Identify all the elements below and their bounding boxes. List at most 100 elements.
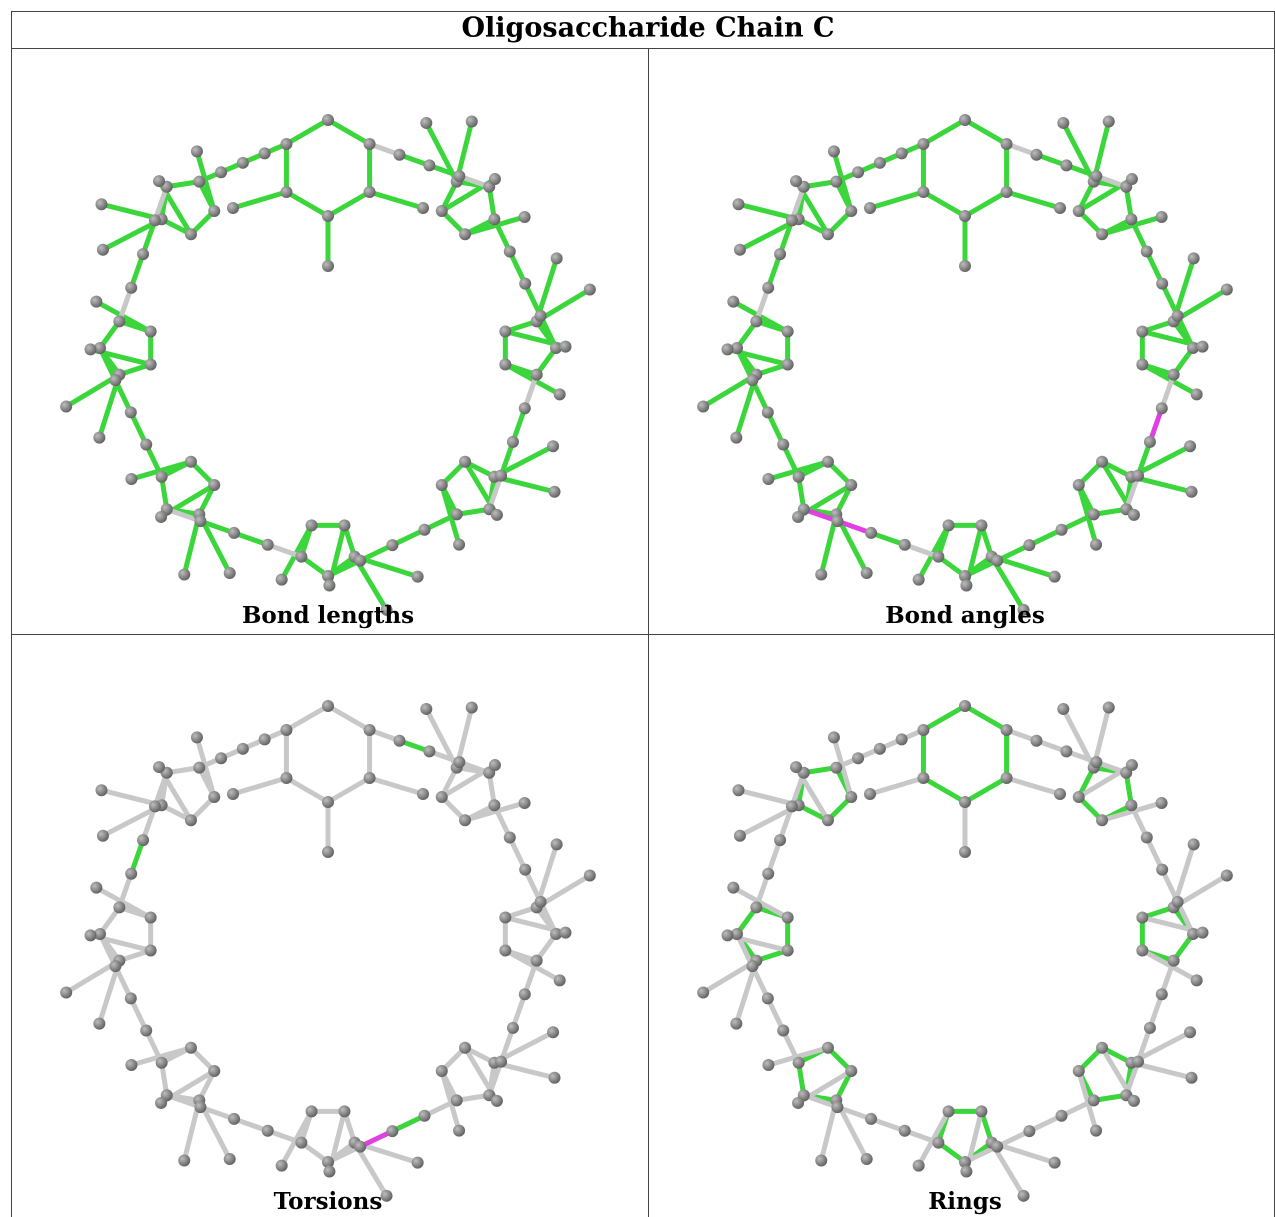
atom [499,325,512,338]
atom [323,579,336,592]
atom [697,986,710,999]
atom [1196,926,1209,939]
atom [93,1017,106,1030]
atom [827,731,840,744]
atom [137,834,150,847]
atom [393,734,406,747]
atom [873,156,886,169]
atom [193,761,206,774]
atom [499,358,512,371]
atom [354,554,367,567]
atom [1220,283,1233,296]
atom [547,440,560,453]
atom [721,929,734,942]
atom [792,470,805,483]
atom [1187,928,1199,940]
atom [258,733,271,746]
atom [411,1156,424,1169]
bond [283,189,331,219]
atom [697,400,710,413]
atom [518,402,531,415]
bond [367,775,426,797]
title: Oligosaccharide Chain C [462,13,835,44]
atom [435,1065,448,1078]
atom [1127,1094,1140,1107]
atom [1184,1026,1197,1039]
atom [148,214,161,227]
atom [499,944,512,957]
atom [550,252,563,265]
atom [1017,1189,1030,1202]
atom [1220,869,1233,882]
atom [178,568,191,581]
atom [746,374,759,387]
atom [991,554,1004,567]
atom [785,214,798,227]
atom [912,573,925,586]
atom [190,731,203,744]
atom [762,867,775,880]
atom [518,210,531,223]
atom [450,1094,463,1107]
atom [208,204,221,217]
atom [423,745,436,758]
atom [959,846,971,858]
atom [453,538,466,551]
atom [140,1024,153,1037]
atom [490,1094,503,1107]
atom [363,186,376,198]
atom [959,1156,971,1168]
atom [215,166,228,179]
atom [1125,213,1138,226]
atom [305,519,318,532]
atom [144,325,157,338]
atom [860,567,873,580]
atom [721,343,734,356]
atom [184,455,197,468]
atom [280,186,293,198]
atom [155,510,168,523]
atom [194,515,207,528]
atom [1055,523,1068,536]
atom [731,342,743,354]
atom [1190,388,1203,401]
atom [852,752,865,765]
atom [380,603,393,616]
atom [194,1101,207,1114]
atom [727,295,740,308]
atom [495,469,508,482]
atom [1048,570,1061,583]
atom [1030,148,1043,161]
atom [322,210,334,222]
atom [932,550,945,563]
atom [781,944,794,957]
atom [865,1112,878,1125]
atom [1136,944,1149,957]
bond [1004,189,1063,211]
atom [519,863,532,876]
atom [827,145,840,158]
atom [781,325,794,338]
atom [792,1056,805,1069]
atom [305,1105,318,1118]
atom [1143,1021,1156,1034]
atom [1055,1109,1068,1122]
atom [1090,756,1103,769]
atom [762,1059,775,1072]
atom [547,1026,560,1039]
atom [228,526,241,539]
atom [1140,831,1153,844]
atom [1096,228,1109,241]
atom [435,204,448,217]
atom [727,881,740,894]
atom [386,539,399,552]
atom [1096,455,1109,468]
atom [912,1159,925,1172]
molecule [60,114,596,616]
atom [124,992,137,1005]
atom [845,204,858,217]
atom [898,538,911,551]
atom [1132,469,1145,482]
atom [295,550,308,563]
atom [1155,210,1168,223]
